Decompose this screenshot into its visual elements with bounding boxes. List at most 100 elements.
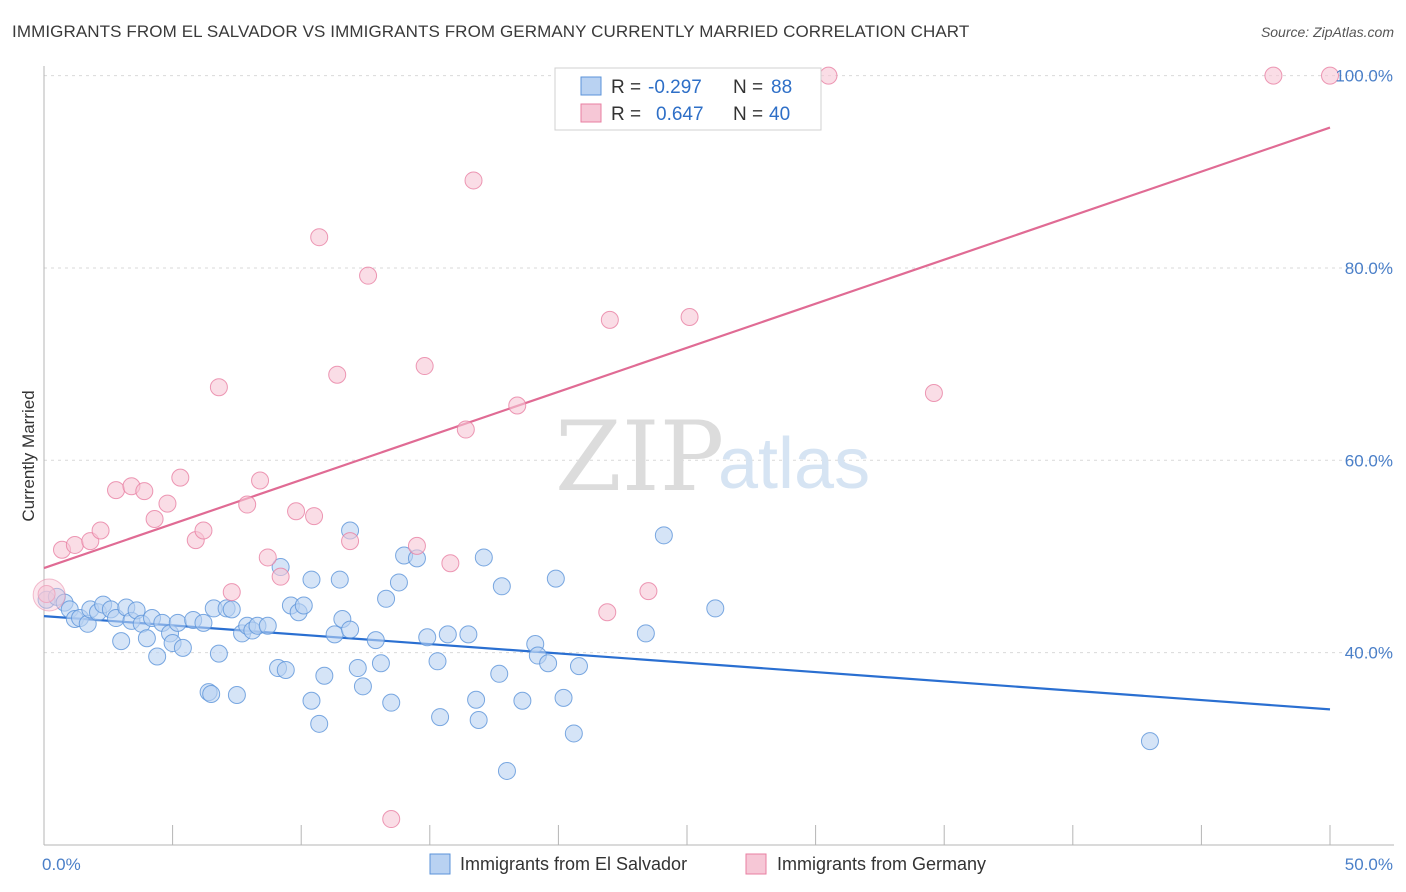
- data-point-el-salvador-54: [348, 659, 367, 678]
- bottom-legend-swatch-el-salvador: [429, 853, 451, 875]
- x-tick-label-1: 50.0%: [1345, 855, 1393, 874]
- watermark: ZIP atlas: [555, 401, 870, 513]
- data-point-germany-39: [1321, 66, 1339, 85]
- data-point-el-salvador-71: [490, 664, 509, 683]
- data-point-overlap-marker: [32, 578, 66, 612]
- data-point-el-salvador-79: [554, 688, 573, 707]
- data-point-germany-12: [194, 521, 213, 540]
- data-point-germany-10: [171, 468, 190, 487]
- data-point-el-salvador-68: [467, 690, 486, 709]
- legend-n-value-1: 88: [771, 77, 792, 98]
- bottom-legend-el-salvador: Immigrants from El Salvador: [460, 854, 687, 874]
- data-point-germany-15: [238, 495, 257, 514]
- data-point-el-salvador-30: [209, 644, 228, 663]
- watermark-zip: ZIP: [555, 401, 724, 513]
- data-point-el-salvador-77: [539, 654, 558, 673]
- data-point-el-salvador-41: [276, 660, 295, 679]
- data-point-germany-4: [91, 521, 110, 540]
- data-point-el-salvador-23: [168, 613, 187, 632]
- data-point-germany-20: [305, 507, 324, 526]
- data-point-el-salvador-59: [382, 693, 401, 712]
- data-point-germany-26: [407, 536, 426, 555]
- data-point-germany-32: [598, 603, 617, 622]
- data-point-el-salvador-38: [258, 616, 277, 635]
- data-point-el-salvador-81: [569, 657, 588, 676]
- data-point-germany-33: [600, 310, 619, 329]
- bottom-legend-germany: Immigrants from Germany: [777, 854, 986, 874]
- data-point-germany-23: [341, 532, 360, 551]
- data-point-el-salvador-67: [459, 625, 478, 644]
- x-tick-label-0: 0.0%: [42, 855, 81, 874]
- series-legend: Immigrants from El Salvador Immigrants f…: [429, 853, 986, 875]
- data-point-el-salvador-83: [654, 526, 673, 545]
- data-point-el-salvador-19: [148, 647, 167, 666]
- legend-n-label-1: N =: [733, 77, 763, 98]
- data-point-el-salvador-50: [330, 570, 349, 589]
- stats-legend: R = -0.297 N = 88 R = 0.647 N = 40: [554, 67, 822, 131]
- data-point-el-salvador-58: [377, 589, 396, 608]
- legend-swatch-germany: [580, 103, 602, 123]
- data-point-germany-2: [65, 535, 84, 554]
- data-point-germany-36: [819, 66, 838, 85]
- y-tick-label-0: 40.0%: [1345, 644, 1393, 663]
- data-point-el-salvador-57: [371, 654, 390, 673]
- data-point-germany-25: [382, 810, 401, 829]
- y-tick-label-3: 100.0%: [1335, 67, 1393, 86]
- data-point-germany-16: [251, 471, 270, 490]
- data-point-el-salvador-26: [194, 613, 213, 632]
- y-tick-label-2: 80.0%: [1345, 259, 1393, 278]
- data-point-el-salvador-46: [302, 691, 321, 710]
- data-point-el-salvador-44: [294, 596, 313, 615]
- data-points: [32, 66, 1339, 829]
- data-point-germany-0: [37, 584, 56, 603]
- data-point-el-salvador-70: [474, 548, 493, 567]
- data-point-el-salvador-32: [222, 600, 241, 619]
- data-point-el-salvador-33: [227, 685, 246, 704]
- data-point-germany-19: [287, 502, 306, 521]
- data-point-el-salvador-24: [173, 638, 192, 657]
- tick-labels: 40.0% 60.0% 80.0% 100.0% 0.0% 50.0%: [42, 67, 1393, 874]
- data-point-germany-14: [222, 583, 241, 602]
- data-point-germany-34: [639, 582, 658, 601]
- data-point-germany-38: [1264, 66, 1283, 85]
- data-point-germany-31: [508, 396, 527, 415]
- grid-lines: [44, 75, 1394, 654]
- data-point-el-salvador-12: [112, 632, 131, 651]
- data-point-el-salvador-74: [513, 691, 532, 710]
- data-point-el-salvador-66: [438, 625, 457, 644]
- data-point-germany-8: [145, 509, 164, 528]
- data-point-el-salvador-45: [302, 570, 321, 589]
- data-point-el-salvador-55: [353, 677, 372, 696]
- data-point-germany-29: [456, 420, 475, 439]
- data-point-germany-27: [415, 357, 434, 376]
- data-point-el-salvador-49: [325, 625, 344, 644]
- data-point-germany-17: [258, 548, 277, 567]
- data-point-germany-35: [680, 308, 699, 327]
- data-point-el-salvador-64: [428, 652, 447, 671]
- data-point-germany-30: [464, 171, 483, 190]
- data-point-germany-21: [310, 228, 329, 247]
- data-point-el-salvador-56: [366, 631, 385, 650]
- data-point-el-salvador-28: [202, 685, 221, 704]
- trend-line-germany: [43, 126, 1331, 570]
- data-point-el-salvador-48: [315, 666, 334, 685]
- data-point-germany-18: [271, 567, 290, 586]
- data-point-germany-9: [158, 494, 177, 513]
- data-point-germany-24: [359, 266, 378, 285]
- source-label: Source: ZipAtlas.com: [1260, 24, 1394, 40]
- data-point-el-salvador-80: [564, 724, 583, 743]
- legend-r-label-2: R =: [611, 104, 641, 125]
- data-point-germany-37: [924, 383, 943, 402]
- data-point-germany-28: [441, 554, 460, 573]
- data-point-el-salvador-47: [310, 714, 329, 733]
- data-point-el-salvador-85: [1140, 732, 1159, 751]
- legend-r-label-1: R =: [611, 77, 641, 98]
- data-point-germany-22: [328, 365, 347, 384]
- data-point-el-salvador-52: [341, 620, 360, 639]
- data-point-el-salvador-17: [137, 629, 156, 648]
- data-point-el-salvador-73: [497, 761, 516, 780]
- legend-r-value-2: 0.647: [656, 104, 704, 125]
- data-point-el-salvador-82: [636, 624, 655, 643]
- data-point-el-salvador-84: [706, 599, 725, 618]
